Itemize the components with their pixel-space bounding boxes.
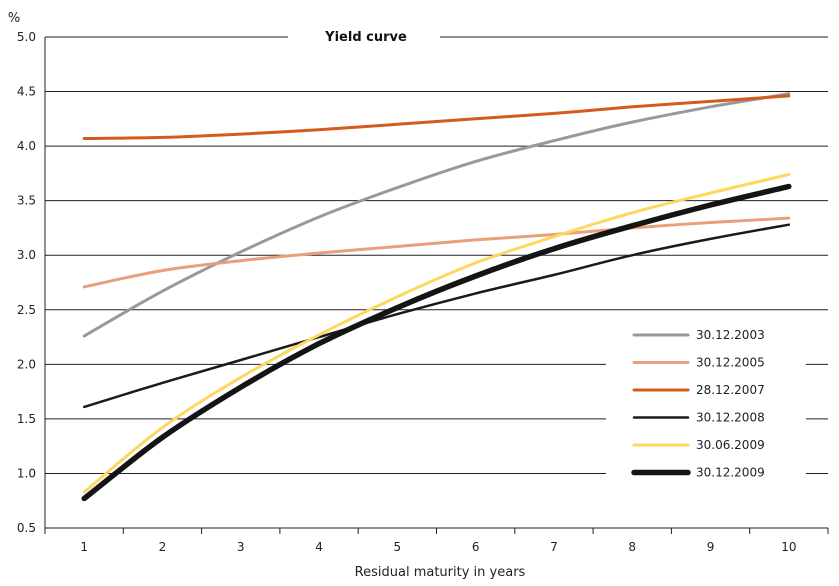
legend-label: 28.12.2007: [696, 383, 765, 397]
x-tick-label: 9: [707, 540, 715, 554]
x-tick-label: 2: [159, 540, 167, 554]
x-tick-label: 4: [315, 540, 323, 554]
y-tick-label: 5.0: [17, 30, 36, 44]
x-axis-label: Residual maturity in years: [355, 565, 526, 580]
y-axis-label: %: [8, 11, 20, 26]
legend-label: 30.12.2008: [696, 411, 765, 425]
y-tick-label: 4.5: [17, 85, 36, 99]
chart-title: Yield curve: [324, 30, 407, 45]
legend-label: 30.12.2009: [696, 466, 765, 480]
y-tick-label: 0.5: [17, 521, 36, 535]
y-tick-label: 4.0: [17, 139, 36, 153]
legend-label: 30.06.2009: [696, 438, 765, 452]
x-tick-label: 1: [80, 540, 88, 554]
title-layer: Yield curve: [288, 24, 440, 48]
x-tick-label: 3: [237, 540, 245, 554]
legend: 30.12.2003 30.12.2005 28.12.2007 30.12.2008…: [606, 318, 806, 493]
x-tick-label: 5: [394, 540, 402, 554]
legend-label: 30.12.2005: [696, 356, 765, 370]
x-tick-label: 7: [550, 540, 558, 554]
y-tick-label: 2.0: [17, 357, 36, 371]
y-tick-label: 1.5: [17, 412, 36, 426]
series-line-28.12.2007: [84, 96, 789, 139]
y-tick-label: 3.0: [17, 248, 36, 262]
y-tick-label: 2.5: [17, 303, 36, 317]
y-tick-label: 3.5: [17, 194, 36, 208]
y-tick-label: 1.0: [17, 466, 36, 480]
x-tick-label: 10: [781, 540, 796, 554]
x-tick-label: 8: [628, 540, 636, 554]
legend-label: 30.12.2003: [696, 328, 765, 342]
x-tick-label: 6: [472, 540, 480, 554]
